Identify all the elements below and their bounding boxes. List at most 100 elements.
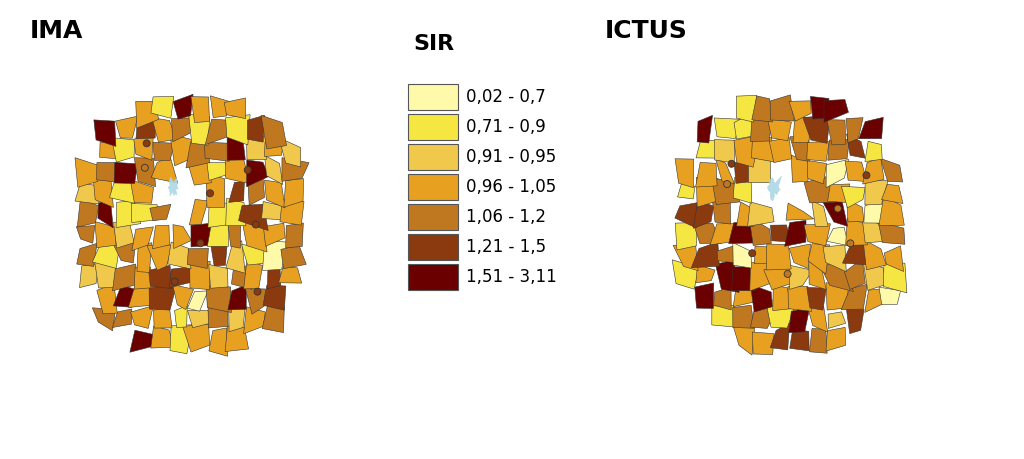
Polygon shape	[134, 157, 156, 187]
Polygon shape	[208, 203, 234, 228]
Polygon shape	[227, 219, 241, 248]
Polygon shape	[751, 285, 772, 312]
Polygon shape	[225, 326, 249, 352]
Bar	[408, 174, 458, 200]
Polygon shape	[224, 98, 246, 118]
Polygon shape	[678, 183, 695, 199]
Polygon shape	[769, 138, 792, 162]
Polygon shape	[152, 118, 176, 142]
Polygon shape	[264, 180, 285, 208]
Polygon shape	[733, 286, 760, 307]
Polygon shape	[865, 180, 888, 205]
Polygon shape	[168, 242, 191, 269]
Polygon shape	[716, 260, 739, 292]
Polygon shape	[151, 96, 174, 118]
Polygon shape	[93, 176, 114, 207]
Polygon shape	[826, 327, 846, 351]
Polygon shape	[209, 264, 228, 288]
Polygon shape	[134, 267, 156, 289]
Polygon shape	[134, 135, 154, 160]
Polygon shape	[862, 158, 884, 184]
Polygon shape	[189, 200, 208, 225]
Polygon shape	[75, 158, 98, 187]
Polygon shape	[752, 137, 774, 162]
Polygon shape	[846, 118, 863, 143]
Polygon shape	[116, 201, 141, 228]
Circle shape	[244, 167, 251, 174]
Polygon shape	[153, 142, 174, 160]
Polygon shape	[228, 285, 247, 310]
Polygon shape	[879, 196, 904, 226]
Polygon shape	[206, 285, 231, 313]
Polygon shape	[695, 162, 717, 187]
Polygon shape	[736, 202, 755, 226]
Polygon shape	[881, 158, 902, 182]
Text: 1,06 - 1,2: 1,06 - 1,2	[466, 208, 546, 226]
Polygon shape	[717, 245, 737, 263]
Polygon shape	[787, 286, 812, 311]
Polygon shape	[92, 308, 116, 331]
Polygon shape	[98, 198, 114, 228]
Polygon shape	[804, 176, 835, 203]
Polygon shape	[773, 285, 792, 311]
Polygon shape	[733, 305, 754, 328]
Polygon shape	[697, 115, 713, 143]
Polygon shape	[847, 134, 865, 158]
Polygon shape	[261, 202, 286, 220]
Polygon shape	[753, 332, 774, 354]
Polygon shape	[790, 265, 813, 289]
Polygon shape	[879, 222, 905, 244]
Polygon shape	[226, 241, 245, 273]
Polygon shape	[788, 308, 810, 333]
Polygon shape	[173, 224, 191, 249]
Polygon shape	[190, 223, 212, 247]
Circle shape	[143, 140, 151, 147]
Bar	[408, 234, 458, 260]
Polygon shape	[865, 141, 883, 162]
Polygon shape	[790, 244, 811, 269]
Polygon shape	[113, 309, 132, 328]
Polygon shape	[130, 179, 154, 203]
Polygon shape	[168, 177, 178, 196]
Polygon shape	[696, 140, 722, 158]
Polygon shape	[691, 242, 720, 268]
Polygon shape	[263, 223, 285, 246]
Polygon shape	[112, 138, 134, 162]
Text: IMA: IMA	[30, 19, 83, 43]
Polygon shape	[187, 248, 208, 269]
Text: 1,21 - 1,5: 1,21 - 1,5	[466, 238, 546, 256]
Polygon shape	[231, 265, 252, 290]
Polygon shape	[809, 261, 826, 290]
Polygon shape	[261, 115, 287, 149]
Circle shape	[724, 180, 730, 188]
Polygon shape	[132, 227, 154, 251]
Polygon shape	[264, 155, 283, 185]
Polygon shape	[693, 201, 714, 228]
Polygon shape	[784, 220, 806, 246]
Bar	[408, 204, 458, 230]
Polygon shape	[827, 184, 850, 202]
Circle shape	[728, 160, 735, 167]
Polygon shape	[284, 179, 303, 207]
Polygon shape	[186, 159, 211, 185]
Polygon shape	[822, 197, 848, 226]
Polygon shape	[768, 176, 781, 201]
Polygon shape	[205, 119, 232, 145]
Polygon shape	[847, 199, 864, 222]
Polygon shape	[863, 262, 886, 291]
Polygon shape	[280, 199, 304, 225]
Polygon shape	[863, 239, 887, 270]
Polygon shape	[227, 135, 246, 160]
Polygon shape	[77, 225, 95, 243]
Polygon shape	[843, 242, 866, 265]
Polygon shape	[150, 204, 171, 221]
Polygon shape	[244, 307, 265, 334]
Polygon shape	[751, 306, 778, 329]
Polygon shape	[150, 284, 176, 310]
Polygon shape	[841, 284, 867, 310]
Polygon shape	[672, 260, 699, 289]
Polygon shape	[248, 176, 264, 205]
Polygon shape	[92, 245, 120, 269]
Polygon shape	[715, 140, 734, 163]
Polygon shape	[862, 218, 883, 243]
